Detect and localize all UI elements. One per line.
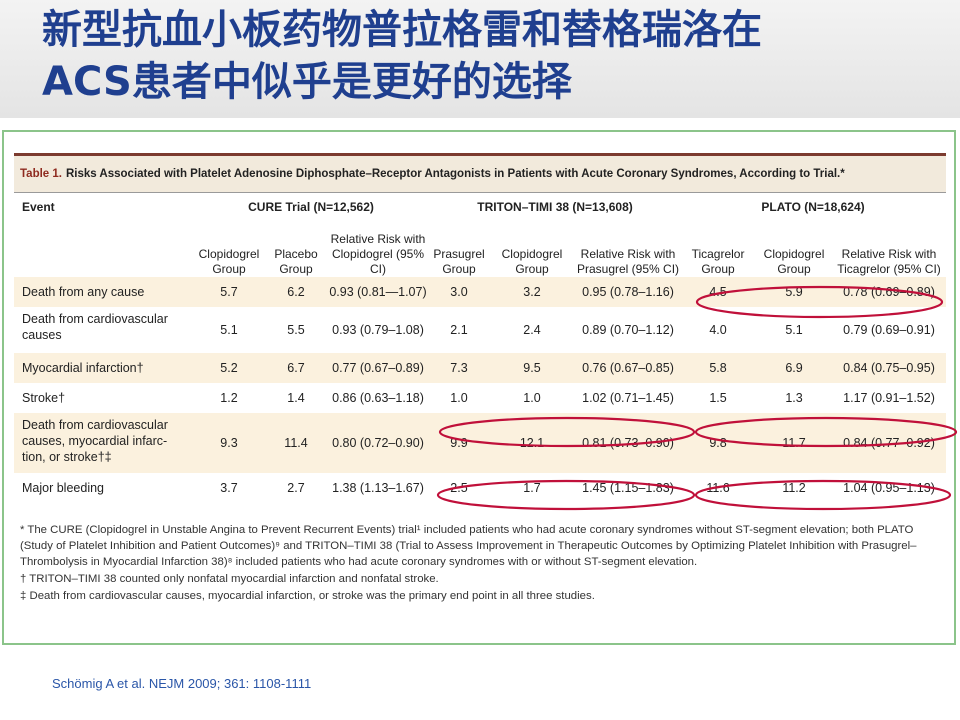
trial-cure: CURE Trial (N=12,562) (192, 192, 430, 221)
column-header: Placebo Group (274, 247, 318, 276)
trial-triton: TRITON–TIMI 38 (N=13,608) (430, 192, 681, 221)
value-cell: 1.3 (785, 391, 803, 405)
value-cell: 5.9 (756, 277, 833, 307)
value-cell: 1.0 (523, 391, 541, 405)
risk-table-figure: Table 1. Risks Associated with Platelet A… (14, 153, 947, 503)
column-header: Clopidogrel Group (501, 247, 563, 276)
value-cell: 0.77 (0.67–0.89) (326, 353, 430, 383)
value-cell: 0.93 (0.79–1.08) (332, 323, 424, 337)
value-cell: 9.9 (430, 413, 488, 473)
event-header: Event (14, 192, 192, 221)
value-cell: 2.4 (523, 323, 541, 337)
value-cell: 0.80 (0.72–0.90) (326, 413, 430, 473)
column-header-blank (14, 221, 192, 277)
column-header: Ticagrelor Group (691, 247, 745, 276)
value-cell: 2.1 (450, 323, 468, 337)
event-cell: Major bleeding (22, 481, 104, 495)
value-cell: 2.5 (450, 481, 468, 495)
value-cell: 0.79 (0.69–0.91) (843, 323, 935, 337)
value-cell: 1.38 (1.13–1.67) (332, 481, 424, 495)
value-cell: 5.1 (220, 323, 238, 337)
value-cell: 9.3 (192, 413, 266, 473)
value-cell: 0.89 (0.70–1.12) (582, 323, 674, 337)
citation: Schömig A et al. NEJM 2009; 361: 1108-11… (52, 676, 312, 691)
event-cell: Death from cardiovascular causes (22, 312, 168, 342)
value-cell: 1.0 (450, 391, 468, 405)
column-header-row: Clopidogrel Group Placebo Group Relative R… (14, 221, 946, 277)
value-cell: 0.84 (0.75–0.95) (832, 353, 947, 383)
value-cell: 11.6 (706, 481, 730, 495)
footnote: ‡ Death from cardiovascular causes, myoc… (20, 590, 595, 602)
column-header: Clopidogrel Group (763, 247, 825, 276)
value-cell: 2.7 (287, 481, 305, 495)
value-cell: 11.2 (782, 481, 806, 495)
table-caption-text: Risks Associated with Platelet Adenosine… (65, 168, 845, 180)
table-row: Death from cardiovascular causes 5.1 5.5 0.… (14, 307, 946, 353)
value-cell: 1.7 (523, 481, 541, 495)
value-cell: 5.7 (192, 277, 266, 307)
value-cell: 6.2 (266, 277, 326, 307)
value-cell: 6.9 (756, 353, 833, 383)
value-cell: 5.8 (680, 353, 757, 383)
value-cell: 0.78 (0.69–0.89) (832, 277, 947, 307)
value-cell: 0.95 (0.78–1.16) (576, 277, 681, 307)
value-cell: 1.5 (709, 391, 727, 405)
title-line-1: 新型抗血小板药物普拉格雷和替格瑞洛在 (42, 7, 762, 53)
footnote: * The CURE (Clopidogrel in Unstable Angi… (20, 524, 917, 568)
value-cell: 0.84 (0.77–0.92) (832, 413, 947, 473)
table-label: Table 1. (20, 168, 62, 180)
value-cell: 0.86 (0.63–1.18) (332, 391, 424, 405)
table-row: Stroke† 1.2 1.4 0.86 (0.63–1.18) 1.0 1.0 1.02 … (14, 383, 946, 413)
event-cell: Death from any cause (14, 277, 192, 307)
trial-plato: PLATO (N=18,624) (680, 192, 947, 221)
value-cell: 4.5 (680, 277, 757, 307)
trial-header-row: Event CURE Trial (N=12,562) TRITON–TIMI … (14, 192, 947, 221)
table-row: Major bleeding 3.7 2.7 1.38 (1.13–1.67) 2.5 1… (14, 473, 946, 503)
value-cell: 1.02 (0.71–1.45) (582, 391, 674, 405)
event-cell: Myocardial infarction† (14, 353, 192, 383)
value-cell: 7.3 (430, 353, 488, 383)
value-cell: 5.1 (785, 323, 803, 337)
value-cell: 6.7 (266, 353, 326, 383)
risk-table: Event CURE Trial (N=12,562) TRITON–TIMI … (14, 192, 947, 503)
value-cell: 4.0 (709, 323, 727, 337)
value-cell: 1.04 (0.95–1.13) (843, 481, 935, 495)
event-cell: Stroke† (22, 391, 66, 405)
column-header: Relative Risk with Clopidogrel (95% CI) (330, 232, 426, 276)
table-row: Myocardial infarction† 5.2 6.7 0.77 (0.67–0… (14, 353, 947, 383)
title-bar: 新型抗血小板药物普拉格雷和替格瑞洛在 ACS患者中似乎是更好的选择 (0, 0, 960, 118)
slide-title: 新型抗血小板药物普拉格雷和替格瑞洛在 ACS患者中似乎是更好的选择 (42, 4, 942, 108)
table-frame (2, 130, 956, 645)
column-header: Relative Risk with Ticagrelor (95% CI) (837, 247, 941, 276)
value-cell: 3.2 (488, 277, 576, 307)
value-cell: 9.8 (680, 413, 757, 473)
event-cell: Death from cardiovascular causes, myocar… (14, 413, 192, 473)
value-cell: 0.76 (0.67–0.85) (576, 353, 681, 383)
table-row: Death from cardiovascular causes, myocar… (14, 413, 947, 473)
value-cell: 11.7 (756, 413, 833, 473)
value-cell: 1.2 (220, 391, 238, 405)
footnote: † TRITON–TIMI 38 counted only nonfatal m… (20, 573, 439, 585)
title-line-2: ACS患者中似乎是更好的选择 (42, 59, 572, 105)
value-cell: 0.81 (0.73–0.90) (576, 413, 681, 473)
value-cell: 11.4 (266, 413, 326, 473)
value-cell: 0.93 (0.81—1.07) (326, 277, 430, 307)
column-header: Prasugrel Group (433, 247, 485, 276)
table-footnotes: * The CURE (Clopidogrel in Unstable Angi… (20, 522, 940, 605)
table-row: Death from any cause 5.7 6.2 0.93 (0.81—1.0… (14, 277, 947, 307)
table-caption: Table 1. Risks Associated with Platelet A… (14, 153, 946, 192)
value-cell: 1.4 (287, 391, 305, 405)
column-header: Clopidogrel Group (198, 247, 260, 276)
value-cell: 9.5 (488, 353, 576, 383)
value-cell: 12.1 (488, 413, 576, 473)
value-cell: 1.17 (0.91–1.52) (843, 391, 935, 405)
value-cell: 5.5 (287, 323, 305, 337)
value-cell: 5.2 (192, 353, 266, 383)
value-cell: 3.0 (430, 277, 488, 307)
value-cell: 1.45 (1.15–1.83) (582, 481, 674, 495)
column-header: Relative Risk with Prasugrel (95% CI) (576, 247, 680, 276)
value-cell: 3.7 (220, 481, 238, 495)
